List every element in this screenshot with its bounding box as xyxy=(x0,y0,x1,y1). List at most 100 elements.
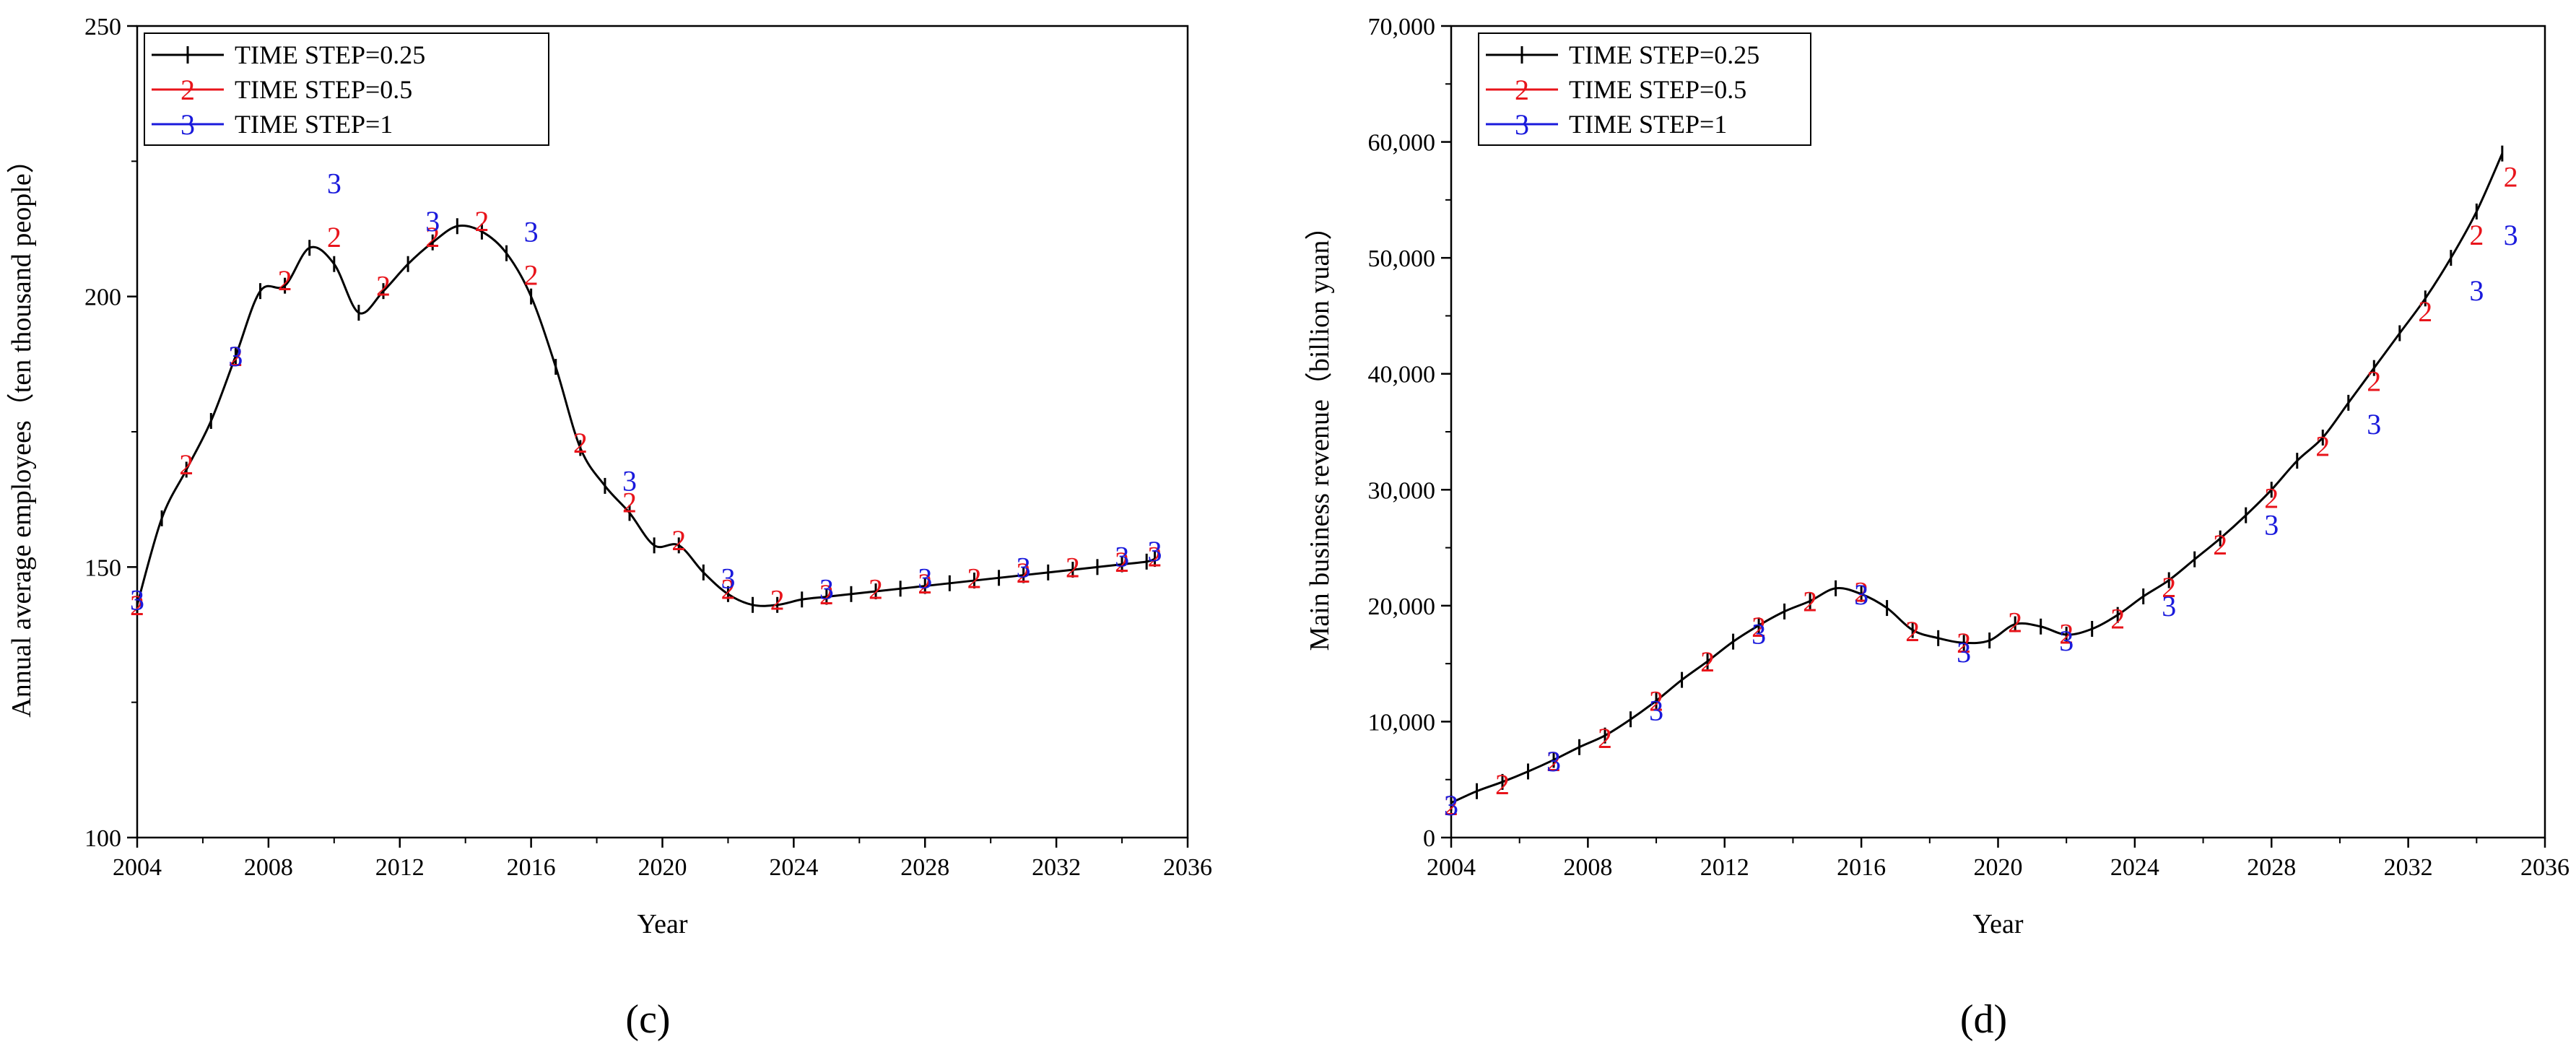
series-1 xyxy=(136,218,1157,613)
data-point-marker: 3 xyxy=(425,205,440,238)
y-tick-label: 200 xyxy=(84,284,121,311)
legend-label: TIME STEP=0.5 xyxy=(235,75,412,104)
data-point-marker: 2 xyxy=(622,486,637,518)
y-tick-label: 20,000 xyxy=(1368,594,1436,620)
legend-label: TIME STEP=0.25 xyxy=(235,40,425,69)
data-point-marker: 2 xyxy=(671,524,686,557)
data-point-marker: 2 xyxy=(2110,603,2125,635)
legend: TIME STEP=0.25 2 TIME STEP=0.5 3 TIME STEP=1 xyxy=(144,32,549,146)
data-point-marker: 2 xyxy=(967,562,981,594)
data-point-marker: 2 xyxy=(721,573,735,605)
x-tick-label: 2016 xyxy=(507,854,556,881)
y-tick-label: 30,000 xyxy=(1368,477,1436,504)
legend-marker-sample: 3 xyxy=(1515,108,1529,141)
legend-label: TIME STEP=1 xyxy=(1569,110,1727,139)
data-point-marker: 2 xyxy=(1854,576,1868,609)
x-tick-label: 2032 xyxy=(1032,854,1081,881)
data-point-marker: 3 xyxy=(918,562,932,594)
data-point-marker: 2 xyxy=(2264,482,2279,515)
y-tick-label: 70,000 xyxy=(1368,14,1436,40)
data-point-marker: 2 xyxy=(179,448,193,481)
data-point-marker: 3 xyxy=(1854,578,1868,611)
data-point-marker: 3 xyxy=(1115,540,1129,573)
data-point-marker: 2 xyxy=(770,583,785,616)
data-point-marker: 2 xyxy=(2059,617,2074,650)
legend-marker-sample: 3 xyxy=(180,108,195,141)
data-point-marker: 3 xyxy=(1444,789,1458,822)
data-point-marker: 2 xyxy=(1017,557,1031,589)
data-point-marker: 2 xyxy=(524,259,539,292)
data-point-marker: 2 xyxy=(2367,365,2381,397)
panel-label: (c) xyxy=(625,997,670,1042)
x-tick-label: 2004 xyxy=(1427,854,1476,881)
y-axis-label: Annual average employees（ten thousand pe… xyxy=(6,146,37,717)
x-tick-label: 2036 xyxy=(2520,854,2570,881)
data-point-marker: 2 xyxy=(869,573,883,605)
x-tick-label: 2024 xyxy=(2110,854,2159,881)
data-point-marker: 2 xyxy=(819,578,834,611)
legend-marker-sample: 2 xyxy=(180,74,195,106)
data-point-marker: 3 xyxy=(327,167,341,199)
data-point-marker: 2 xyxy=(2469,219,2484,251)
data-point-marker: 2 xyxy=(1598,722,1612,755)
data-point-marker: 3 xyxy=(1546,745,1561,778)
data-point-marker: 2 xyxy=(1444,789,1458,822)
x-axis-label: Year xyxy=(1972,909,2023,939)
data-point-marker: 2 xyxy=(1066,551,1080,583)
data-point-marker: 3 xyxy=(2264,508,2279,541)
chart-panel-c: 2004 2008 2012 2016 2020 2024 2028 2032 2036 100 1… xyxy=(6,14,1212,1042)
x-tick-label: 2004 xyxy=(113,854,162,881)
y-tick-label: 250 xyxy=(84,14,121,40)
data-point-marker: 2 xyxy=(1495,768,1510,801)
data-point-marker: 2 xyxy=(278,264,292,297)
data-point-marker: 2 xyxy=(1905,615,1920,648)
y-tick-label: 60,000 xyxy=(1368,130,1436,157)
data-point-marker: 2 xyxy=(2315,430,2330,462)
x-tick-label: 2020 xyxy=(1974,854,2023,881)
x-tick-label: 2012 xyxy=(375,854,425,881)
y-tick-label: 150 xyxy=(84,555,121,581)
plot-frame xyxy=(136,25,1189,839)
y-tick-label: 40,000 xyxy=(1368,362,1436,388)
data-point-marker: 2 xyxy=(376,270,391,303)
data-point-marker: 3 xyxy=(721,562,735,594)
y-tick-label: 50,000 xyxy=(1368,245,1436,272)
data-point-marker: 2 xyxy=(2008,606,2022,638)
data-point-marker: 2 xyxy=(1957,627,1971,659)
legend-label: TIME STEP=0.5 xyxy=(1569,75,1746,104)
data-point-marker: 3 xyxy=(2469,274,2484,307)
data-point-marker: 2 xyxy=(1546,745,1561,778)
x-axis-label: Year xyxy=(637,909,687,939)
legend-label: TIME STEP=1 xyxy=(235,110,393,139)
data-point-marker: 3 xyxy=(622,464,637,497)
data-point-marker: 2 xyxy=(1115,546,1129,578)
series-line xyxy=(1450,153,2504,804)
data-point-marker: 2 xyxy=(327,221,341,253)
y-tick-label: 10,000 xyxy=(1368,709,1436,736)
y-tick-label: 100 xyxy=(84,825,121,852)
data-point-marker: 2 xyxy=(918,568,932,600)
data-point-marker: 3 xyxy=(1148,535,1162,568)
data-point-marker: 2 xyxy=(228,340,243,373)
data-point-marker: 2 xyxy=(2213,529,2227,561)
panel-label: (d) xyxy=(1960,997,2007,1042)
x-tick-label: 2028 xyxy=(900,854,949,881)
data-point-marker: 2 xyxy=(2418,295,2432,328)
x-tick-label: 2028 xyxy=(2247,854,2296,881)
data-point-marker: 3 xyxy=(819,573,834,605)
legend-marker-sample: 2 xyxy=(1515,74,1529,106)
data-point-marker: 3 xyxy=(130,583,144,616)
data-point-marker: 3 xyxy=(228,340,243,373)
x-tick-label: 2036 xyxy=(1163,854,1212,881)
legend-label: TIME STEP=0.25 xyxy=(1569,40,1759,69)
data-point-marker: 2 xyxy=(573,427,588,459)
data-point-marker: 2 xyxy=(2162,571,2176,604)
legend: TIME STEP=0.25 2 TIME STEP=0.5 3 TIME STEP=1 xyxy=(1478,32,1811,146)
data-point-marker: 3 xyxy=(1752,617,1766,650)
x-tick-label: 2020 xyxy=(638,854,687,881)
